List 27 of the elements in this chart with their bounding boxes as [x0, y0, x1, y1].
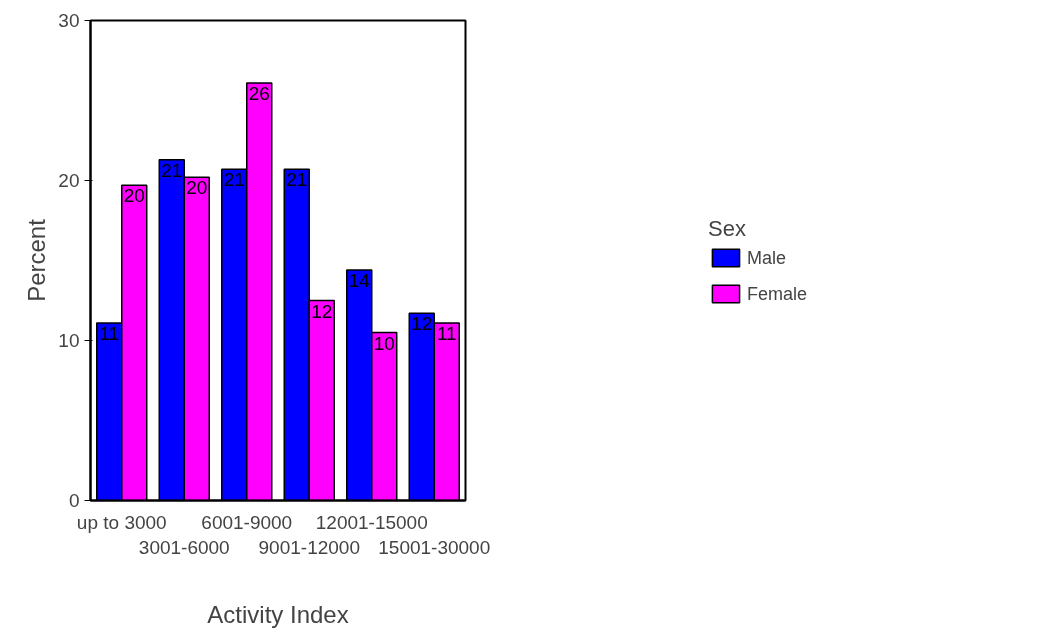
x-tick-label: 15001-30000	[378, 536, 491, 558]
y-tick-label: 10	[58, 330, 80, 351]
data-label: 26	[248, 82, 270, 104]
data-label: 20	[123, 185, 145, 207]
x-tick-label: 3001-6000	[138, 536, 230, 558]
legend-title: Sex	[707, 215, 747, 242]
data-label: 12	[411, 313, 433, 335]
x-tick-label: 6001-9000	[201, 511, 293, 533]
data-label: 10	[373, 332, 395, 354]
x-tick-label: 12001-15000	[315, 511, 428, 533]
data-label: 21	[286, 169, 308, 191]
data-label: 14	[348, 270, 371, 292]
y-tick-label: 20	[58, 170, 80, 191]
x-tick-label: 9001-12000	[258, 536, 360, 558]
data-label: 21	[161, 159, 183, 181]
data-label: 12	[311, 300, 333, 322]
x-tick-label: up to 3000	[76, 511, 167, 533]
data-label: 21	[223, 169, 245, 191]
x-axis-title: Activity Index	[207, 600, 349, 628]
y-tick-label: 30	[58, 10, 80, 31]
legend-label: Male	[746, 247, 786, 268]
legend-label: Female	[746, 283, 808, 304]
y-tick-label: 0	[68, 490, 80, 511]
data-label: 11	[436, 322, 457, 344]
y-axis-title: Percent	[23, 218, 51, 302]
data-label: 11	[99, 322, 120, 344]
data-label: 20	[186, 177, 208, 199]
